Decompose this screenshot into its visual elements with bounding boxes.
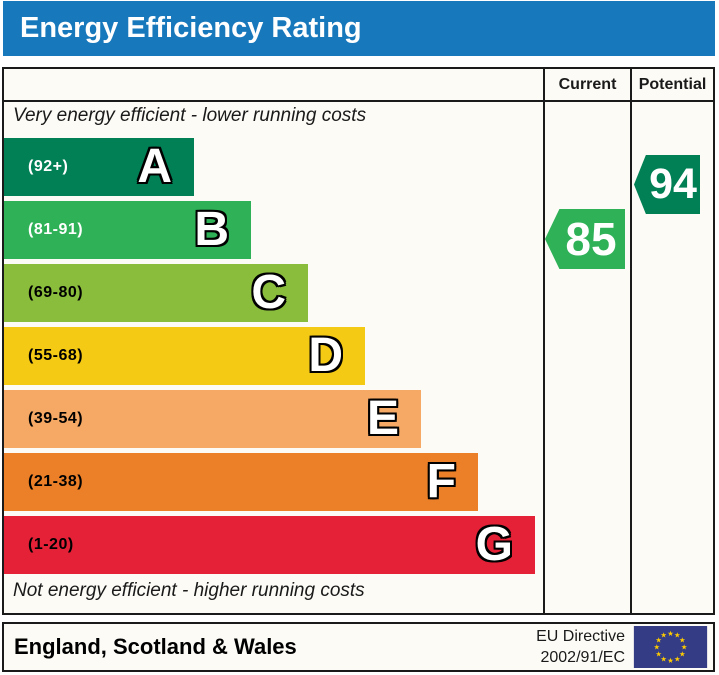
potential-rating-value: 94: [649, 160, 697, 208]
column-header-current: Current: [558, 76, 617, 93]
band-g-range: (1-20): [28, 536, 74, 553]
region-label: England, Scotland & Wales: [14, 634, 297, 659]
eu-flag-field: [633, 626, 708, 668]
band-f-range: (21-38): [28, 473, 84, 490]
column-header-potential: Potential: [638, 76, 707, 93]
band-a: (92+) A: [4, 138, 194, 196]
current-rating-arrow: 85: [545, 209, 625, 269]
band-g: (1-20) G: [4, 516, 535, 574]
svg-text:★: ★: [655, 649, 662, 658]
band-c-range: (69-80): [28, 284, 84, 301]
header-divider: [4, 100, 713, 102]
band-e-letter: E: [366, 392, 399, 445]
svg-text:★: ★: [667, 656, 674, 665]
band-b: (81-91) B: [4, 201, 251, 259]
band-g-letter: G: [475, 518, 513, 571]
band-f-letter: F: [426, 455, 456, 508]
column-divider-potential: [630, 69, 632, 613]
svg-text:★: ★: [654, 643, 661, 652]
footer: England, Scotland & Wales EU Directive 2…: [2, 622, 715, 672]
rating-chart: Current Potential Very energy efficient …: [2, 67, 715, 615]
bottom-note: Not energy efficient - higher running co…: [13, 580, 365, 601]
band-a-letter: A: [137, 140, 172, 193]
svg-text:★: ★: [679, 636, 686, 645]
svg-text:★: ★: [655, 636, 662, 645]
band-c: (69-80) C: [4, 264, 308, 322]
eu-directive-line2: 2002/91/EC: [540, 649, 625, 666]
top-note: Very energy efficient - lower running co…: [13, 105, 367, 126]
band-e-range: (39-54): [28, 410, 84, 427]
band-a-range: (92+): [28, 158, 69, 175]
column-divider-current: [543, 69, 545, 613]
eu-flag-stars: ★ ★ ★ ★ ★ ★ ★ ★ ★ ★ ★ ★: [654, 629, 688, 665]
band-d-range: (55-68): [28, 347, 84, 364]
band-e: (39-54) E: [4, 390, 421, 448]
svg-text:★: ★: [681, 643, 688, 652]
potential-rating-arrow: 94: [634, 155, 700, 214]
band-c-letter: C: [251, 266, 286, 319]
band-b-letter: B: [194, 203, 229, 256]
svg-text:★: ★: [679, 649, 686, 658]
eu-directive-line1: EU Directive: [536, 628, 625, 645]
eu-flag-icon: ★ ★ ★ ★ ★ ★ ★ ★ ★ ★ ★ ★: [633, 626, 708, 668]
svg-text:★: ★: [660, 631, 667, 640]
page-title: Energy Efficiency Rating: [3, 1, 715, 56]
band-d-letter: D: [308, 329, 343, 382]
band-d: (55-68) D: [4, 327, 365, 385]
svg-text:★: ★: [674, 654, 681, 663]
eu-directive-label: EU Directive 2002/91/EC: [536, 626, 625, 668]
band-f: (21-38) F: [4, 453, 478, 511]
band-b-range: (81-91): [28, 221, 84, 238]
svg-text:★: ★: [660, 654, 667, 663]
svg-text:★: ★: [667, 629, 674, 638]
svg-text:★: ★: [674, 631, 681, 640]
current-rating-value: 85: [565, 213, 617, 265]
